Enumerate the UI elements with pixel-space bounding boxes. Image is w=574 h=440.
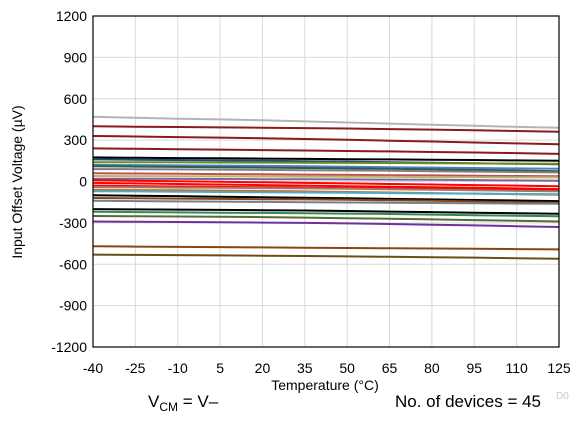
y-tick-label: -300 (59, 215, 87, 231)
x-tick-label: 50 (339, 360, 355, 376)
series-line-10 (92, 168, 560, 174)
series-line-20 (92, 194, 560, 203)
y-tick-label: 600 (64, 91, 88, 107)
x-tick-label: 110 (505, 360, 528, 376)
series-line-4 (92, 147, 560, 155)
chart-series (92, 115, 560, 260)
series-line-17 (92, 186, 560, 193)
series-line-13 (93, 177, 560, 182)
x-tick-labels: -40 -25 -10 5 20 35 50 65 80 95 110 125 (83, 360, 571, 376)
y-tick-label: 0 (79, 174, 87, 190)
series-line-5 (92, 156, 560, 162)
series-line-8 (92, 163, 560, 170)
x-tick-label: 65 (382, 360, 398, 376)
x-tick-label: 80 (424, 360, 440, 376)
series-line-15 (92, 181, 560, 191)
x-axis-title: Temperature (°C) (271, 377, 379, 393)
series-line-22 (92, 199, 560, 205)
series-line-14 (92, 179, 560, 188)
x-tick-label: 35 (297, 360, 313, 376)
series-line-28 (92, 253, 560, 260)
series-line-11 (92, 172, 560, 178)
series-line-25 (92, 215, 560, 223)
y-tick-label: 1200 (56, 8, 87, 24)
y-tick-label: 900 (64, 49, 88, 65)
vcm-symbol: V (148, 392, 160, 411)
x-tick-label: 20 (255, 360, 271, 376)
series-line-27 (92, 245, 560, 251)
series-line-26 (92, 220, 560, 228)
vcm-value: = V– (178, 392, 219, 411)
series-line-2 (92, 125, 560, 133)
y-tick-label: -900 (59, 298, 87, 314)
series-line-21 (92, 197, 560, 204)
series-line-19 (92, 190, 560, 196)
series-line-24 (92, 210, 560, 218)
series-line-7 (93, 161, 560, 165)
x-tick-label: 125 (547, 360, 571, 376)
y-tick-label: 300 (64, 132, 88, 148)
x-tick-label: 95 (466, 360, 482, 376)
series-line-12 (92, 175, 559, 179)
series-line-3 (92, 135, 560, 146)
y-tick-label: -600 (59, 256, 87, 272)
vcm-subscript: CM (159, 400, 179, 414)
y-axis-title: Input Offset Voltage (µV) (9, 105, 25, 258)
x-tick-label: -25 (125, 360, 145, 376)
series-line-23 (92, 208, 560, 215)
y-tick-label: -1200 (51, 339, 87, 355)
x-tick-label: 5 (216, 360, 224, 376)
series-line-1 (92, 115, 560, 129)
figure-code: D0 (556, 391, 569, 402)
device-count: No. of devices = 45 (395, 392, 542, 411)
x-tick-label: -10 (168, 360, 188, 376)
plot-frame (92, 15, 560, 348)
series-line-9 (92, 165, 560, 173)
x-tick-label: -40 (83, 360, 103, 376)
y-tick-labels: 1200 900 600 300 0 -300 -600 -900 -1200 (51, 8, 87, 355)
vcm-condition: VCM = V– (148, 392, 218, 414)
